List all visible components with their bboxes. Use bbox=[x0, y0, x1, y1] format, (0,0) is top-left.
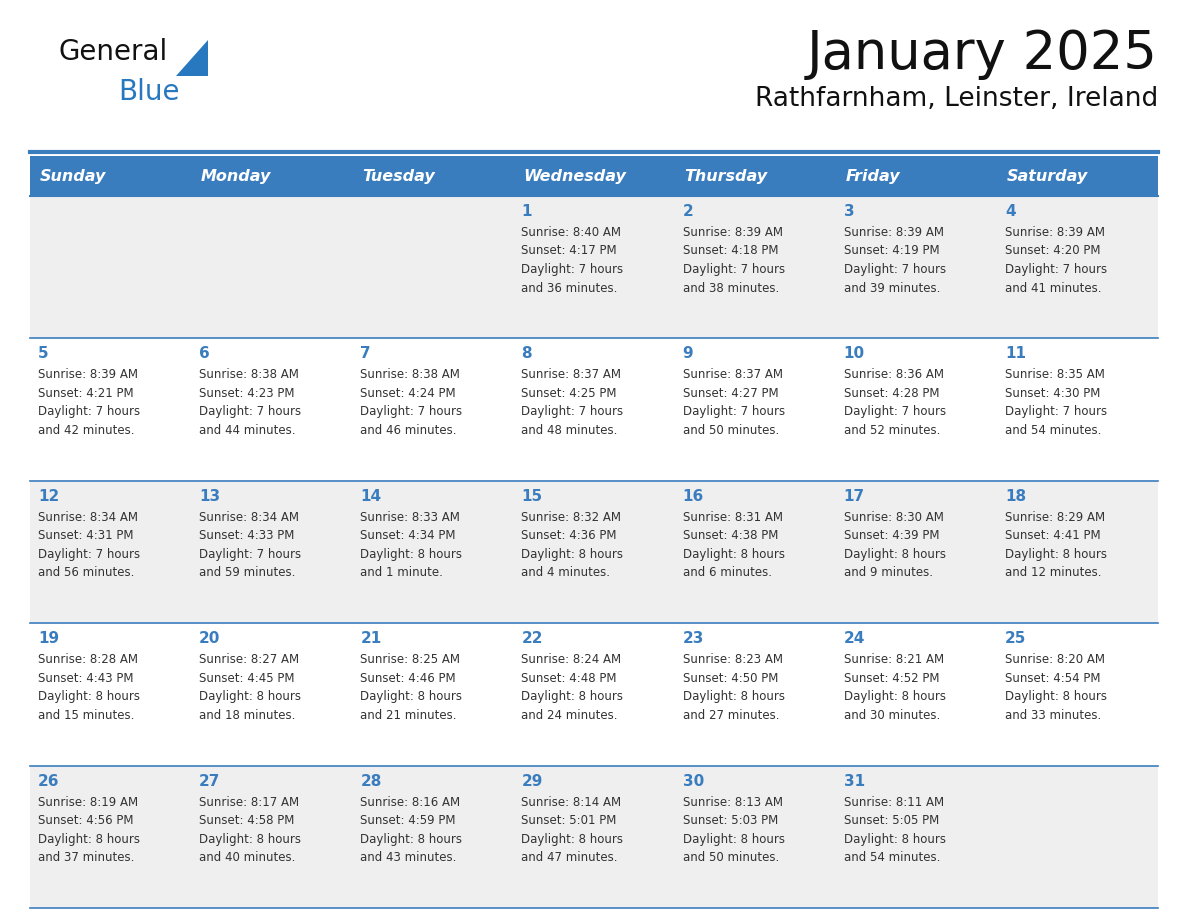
Text: 23: 23 bbox=[683, 632, 704, 646]
Text: 10: 10 bbox=[843, 346, 865, 362]
Text: Sunrise: 8:39 AM
Sunset: 4:19 PM
Daylight: 7 hours
and 39 minutes.: Sunrise: 8:39 AM Sunset: 4:19 PM Dayligh… bbox=[843, 226, 946, 295]
Text: Sunrise: 8:33 AM
Sunset: 4:34 PM
Daylight: 8 hours
and 1 minute.: Sunrise: 8:33 AM Sunset: 4:34 PM Dayligh… bbox=[360, 510, 462, 579]
Text: Sunrise: 8:21 AM
Sunset: 4:52 PM
Daylight: 8 hours
and 30 minutes.: Sunrise: 8:21 AM Sunset: 4:52 PM Dayligh… bbox=[843, 654, 946, 722]
Text: 19: 19 bbox=[38, 632, 59, 646]
Text: January 2025: January 2025 bbox=[807, 28, 1158, 80]
Text: Wednesday: Wednesday bbox=[524, 169, 626, 184]
Bar bbox=[997, 156, 1158, 196]
Text: 8: 8 bbox=[522, 346, 532, 362]
Text: 31: 31 bbox=[843, 774, 865, 789]
Bar bbox=[191, 156, 353, 196]
Text: Monday: Monday bbox=[201, 169, 272, 184]
Text: Sunrise: 8:35 AM
Sunset: 4:30 PM
Daylight: 7 hours
and 54 minutes.: Sunrise: 8:35 AM Sunset: 4:30 PM Dayligh… bbox=[1005, 368, 1107, 437]
Text: 9: 9 bbox=[683, 346, 693, 362]
Text: Sunrise: 8:19 AM
Sunset: 4:56 PM
Daylight: 8 hours
and 37 minutes.: Sunrise: 8:19 AM Sunset: 4:56 PM Dayligh… bbox=[38, 796, 140, 864]
Text: Sunrise: 8:40 AM
Sunset: 4:17 PM
Daylight: 7 hours
and 36 minutes.: Sunrise: 8:40 AM Sunset: 4:17 PM Dayligh… bbox=[522, 226, 624, 295]
Text: 22: 22 bbox=[522, 632, 543, 646]
Bar bbox=[30, 156, 191, 196]
Text: Rathfarnham, Leinster, Ireland: Rathfarnham, Leinster, Ireland bbox=[754, 86, 1158, 112]
Bar bbox=[30, 339, 1158, 481]
Text: Sunrise: 8:25 AM
Sunset: 4:46 PM
Daylight: 8 hours
and 21 minutes.: Sunrise: 8:25 AM Sunset: 4:46 PM Dayligh… bbox=[360, 654, 462, 722]
Polygon shape bbox=[176, 40, 208, 76]
Text: 13: 13 bbox=[200, 488, 220, 504]
Text: 26: 26 bbox=[38, 774, 59, 789]
Text: Sunrise: 8:36 AM
Sunset: 4:28 PM
Daylight: 7 hours
and 52 minutes.: Sunrise: 8:36 AM Sunset: 4:28 PM Dayligh… bbox=[843, 368, 946, 437]
Text: 29: 29 bbox=[522, 774, 543, 789]
Text: Sunrise: 8:13 AM
Sunset: 5:03 PM
Daylight: 8 hours
and 50 minutes.: Sunrise: 8:13 AM Sunset: 5:03 PM Dayligh… bbox=[683, 796, 784, 864]
Text: Sunrise: 8:39 AM
Sunset: 4:18 PM
Daylight: 7 hours
and 38 minutes.: Sunrise: 8:39 AM Sunset: 4:18 PM Dayligh… bbox=[683, 226, 785, 295]
Text: 17: 17 bbox=[843, 488, 865, 504]
Text: 6: 6 bbox=[200, 346, 210, 362]
Text: Sunrise: 8:17 AM
Sunset: 4:58 PM
Daylight: 8 hours
and 40 minutes.: Sunrise: 8:17 AM Sunset: 4:58 PM Dayligh… bbox=[200, 796, 301, 864]
Text: 28: 28 bbox=[360, 774, 381, 789]
Text: Blue: Blue bbox=[118, 78, 179, 106]
Text: Sunrise: 8:24 AM
Sunset: 4:48 PM
Daylight: 8 hours
and 24 minutes.: Sunrise: 8:24 AM Sunset: 4:48 PM Dayligh… bbox=[522, 654, 624, 722]
Text: 24: 24 bbox=[843, 632, 865, 646]
Text: Sunrise: 8:14 AM
Sunset: 5:01 PM
Daylight: 8 hours
and 47 minutes.: Sunrise: 8:14 AM Sunset: 5:01 PM Dayligh… bbox=[522, 796, 624, 864]
Text: 2: 2 bbox=[683, 204, 694, 219]
Text: Sunrise: 8:31 AM
Sunset: 4:38 PM
Daylight: 8 hours
and 6 minutes.: Sunrise: 8:31 AM Sunset: 4:38 PM Dayligh… bbox=[683, 510, 784, 579]
Text: 14: 14 bbox=[360, 488, 381, 504]
Bar bbox=[353, 156, 513, 196]
Text: Friday: Friday bbox=[846, 169, 901, 184]
Bar bbox=[30, 196, 1158, 339]
Text: 16: 16 bbox=[683, 488, 703, 504]
Text: Sunrise: 8:16 AM
Sunset: 4:59 PM
Daylight: 8 hours
and 43 minutes.: Sunrise: 8:16 AM Sunset: 4:59 PM Dayligh… bbox=[360, 796, 462, 864]
Bar bbox=[30, 481, 1158, 623]
Text: Sunrise: 8:39 AM
Sunset: 4:21 PM
Daylight: 7 hours
and 42 minutes.: Sunrise: 8:39 AM Sunset: 4:21 PM Dayligh… bbox=[38, 368, 140, 437]
Text: 7: 7 bbox=[360, 346, 371, 362]
Text: Sunrise: 8:37 AM
Sunset: 4:27 PM
Daylight: 7 hours
and 50 minutes.: Sunrise: 8:37 AM Sunset: 4:27 PM Dayligh… bbox=[683, 368, 785, 437]
Text: Sunrise: 8:39 AM
Sunset: 4:20 PM
Daylight: 7 hours
and 41 minutes.: Sunrise: 8:39 AM Sunset: 4:20 PM Dayligh… bbox=[1005, 226, 1107, 295]
Text: Thursday: Thursday bbox=[684, 169, 767, 184]
Text: 11: 11 bbox=[1005, 346, 1026, 362]
Text: 4: 4 bbox=[1005, 204, 1016, 219]
Bar bbox=[835, 156, 997, 196]
Text: 25: 25 bbox=[1005, 632, 1026, 646]
Bar bbox=[30, 766, 1158, 908]
Text: 5: 5 bbox=[38, 346, 49, 362]
Text: Sunrise: 8:38 AM
Sunset: 4:23 PM
Daylight: 7 hours
and 44 minutes.: Sunrise: 8:38 AM Sunset: 4:23 PM Dayligh… bbox=[200, 368, 302, 437]
Text: 1: 1 bbox=[522, 204, 532, 219]
Bar bbox=[513, 156, 675, 196]
Text: Sunrise: 8:23 AM
Sunset: 4:50 PM
Daylight: 8 hours
and 27 minutes.: Sunrise: 8:23 AM Sunset: 4:50 PM Dayligh… bbox=[683, 654, 784, 722]
Text: Sunrise: 8:38 AM
Sunset: 4:24 PM
Daylight: 7 hours
and 46 minutes.: Sunrise: 8:38 AM Sunset: 4:24 PM Dayligh… bbox=[360, 368, 462, 437]
Text: Sunrise: 8:28 AM
Sunset: 4:43 PM
Daylight: 8 hours
and 15 minutes.: Sunrise: 8:28 AM Sunset: 4:43 PM Dayligh… bbox=[38, 654, 140, 722]
Text: 12: 12 bbox=[38, 488, 59, 504]
Text: Sunrise: 8:30 AM
Sunset: 4:39 PM
Daylight: 8 hours
and 9 minutes.: Sunrise: 8:30 AM Sunset: 4:39 PM Dayligh… bbox=[843, 510, 946, 579]
Text: Saturday: Saturday bbox=[1007, 169, 1088, 184]
Bar bbox=[675, 156, 835, 196]
Text: Tuesday: Tuesday bbox=[362, 169, 435, 184]
Text: 15: 15 bbox=[522, 488, 543, 504]
Text: General: General bbox=[58, 38, 168, 66]
Text: Sunrise: 8:32 AM
Sunset: 4:36 PM
Daylight: 8 hours
and 4 minutes.: Sunrise: 8:32 AM Sunset: 4:36 PM Dayligh… bbox=[522, 510, 624, 579]
Text: Sunrise: 8:20 AM
Sunset: 4:54 PM
Daylight: 8 hours
and 33 minutes.: Sunrise: 8:20 AM Sunset: 4:54 PM Dayligh… bbox=[1005, 654, 1107, 722]
Text: 27: 27 bbox=[200, 774, 221, 789]
Text: Sunrise: 8:34 AM
Sunset: 4:33 PM
Daylight: 7 hours
and 59 minutes.: Sunrise: 8:34 AM Sunset: 4:33 PM Dayligh… bbox=[200, 510, 302, 579]
Text: Sunrise: 8:29 AM
Sunset: 4:41 PM
Daylight: 8 hours
and 12 minutes.: Sunrise: 8:29 AM Sunset: 4:41 PM Dayligh… bbox=[1005, 510, 1107, 579]
Text: Sunrise: 8:11 AM
Sunset: 5:05 PM
Daylight: 8 hours
and 54 minutes.: Sunrise: 8:11 AM Sunset: 5:05 PM Dayligh… bbox=[843, 796, 946, 864]
Text: 18: 18 bbox=[1005, 488, 1026, 504]
Text: 20: 20 bbox=[200, 632, 221, 646]
Text: 30: 30 bbox=[683, 774, 703, 789]
Text: 3: 3 bbox=[843, 204, 854, 219]
Text: Sunrise: 8:27 AM
Sunset: 4:45 PM
Daylight: 8 hours
and 18 minutes.: Sunrise: 8:27 AM Sunset: 4:45 PM Dayligh… bbox=[200, 654, 301, 722]
Bar bbox=[30, 623, 1158, 766]
Text: Sunday: Sunday bbox=[40, 169, 107, 184]
Text: 21: 21 bbox=[360, 632, 381, 646]
Text: Sunrise: 8:34 AM
Sunset: 4:31 PM
Daylight: 7 hours
and 56 minutes.: Sunrise: 8:34 AM Sunset: 4:31 PM Dayligh… bbox=[38, 510, 140, 579]
Text: Sunrise: 8:37 AM
Sunset: 4:25 PM
Daylight: 7 hours
and 48 minutes.: Sunrise: 8:37 AM Sunset: 4:25 PM Dayligh… bbox=[522, 368, 624, 437]
